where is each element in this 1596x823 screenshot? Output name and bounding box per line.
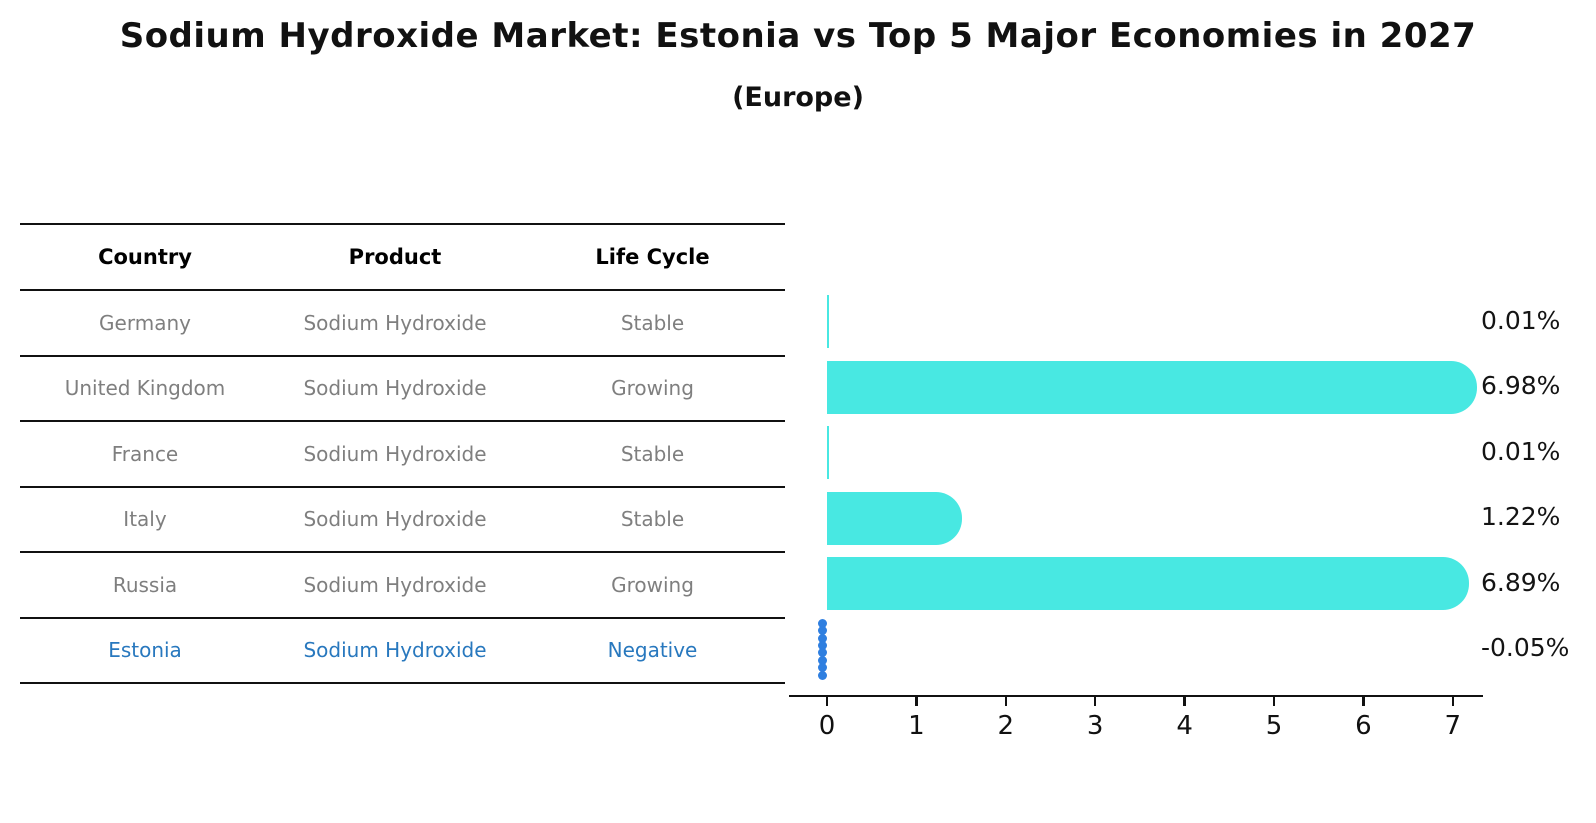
- bar: [827, 360, 1477, 414]
- column-header-country: Country: [98, 245, 192, 269]
- x-axis-line: [789, 694, 1483, 698]
- x-axis-tick: [825, 697, 829, 707]
- cell-product: Sodium Hydroxide: [303, 376, 487, 401]
- cell-country: Estonia: [108, 638, 182, 663]
- x-axis-tick-label: 5: [1265, 711, 1283, 741]
- table-row: France Sodium Hydroxide Stable: [20, 422, 785, 488]
- table-row: Russia Sodium Hydroxide Growing: [20, 553, 785, 619]
- table-row: Germany Sodium Hydroxide Stable: [20, 291, 785, 357]
- bar-value-label: 0.01%: [1481, 436, 1561, 466]
- cell-life-cycle: Negative: [607, 638, 698, 663]
- bar-value-label: 0.01%: [1481, 305, 1561, 335]
- x-axis-tick-label: 6: [1355, 711, 1372, 741]
- bar-value-label: 6.89%: [1481, 567, 1561, 597]
- marker-dot: [818, 633, 828, 643]
- column-header-life-cycle: Life Cycle: [595, 245, 710, 269]
- cell-product: Sodium Hydroxide: [303, 572, 487, 597]
- bar: [827, 557, 1469, 611]
- cell-product: Sodium Hydroxide: [303, 441, 487, 466]
- x-axis-tick: [1004, 697, 1008, 707]
- cell-product: Sodium Hydroxide: [303, 638, 487, 663]
- x-axis-tick: [1451, 697, 1455, 707]
- estonia-negative-marker: [818, 618, 828, 680]
- cell-product: Sodium Hydroxide: [303, 310, 487, 335]
- page-title: Sodium Hydroxide Market: Estonia vs Top …: [119, 16, 1477, 56]
- x-axis-tick: [1183, 697, 1186, 707]
- x-axis-tick-label: 1: [908, 711, 925, 741]
- country-table: Country Product Life Cycle Germany Sodiu…: [20, 223, 785, 684]
- cell-country: Russia: [112, 572, 178, 597]
- marker-dot: [818, 655, 828, 665]
- x-axis-tick: [1093, 697, 1097, 707]
- page-subtitle: (Europe): [732, 82, 864, 113]
- x-axis-tick: [1362, 697, 1365, 707]
- cell-country: United Kingdom: [64, 376, 226, 401]
- bar-value-label: -0.05%: [1481, 633, 1570, 663]
- x-axis-tick-label: 2: [997, 711, 1015, 741]
- cell-life-cycle: Stable: [620, 441, 685, 466]
- marker-dot: [818, 663, 828, 673]
- marker-dot: [818, 641, 828, 651]
- marker-dot: [818, 648, 828, 658]
- x-axis-tick-label: 3: [1086, 711, 1104, 741]
- marker-dot: [818, 618, 828, 628]
- cell-life-cycle: Growing: [611, 572, 694, 597]
- bar-value-label: 1.22%: [1481, 502, 1561, 532]
- table-row: United Kingdom Sodium Hydroxide Growing: [20, 357, 785, 422]
- cell-country: Germany: [99, 310, 191, 335]
- cell-life-cycle: Growing: [611, 376, 694, 401]
- cell-country: France: [111, 441, 179, 466]
- marker-dot: [818, 670, 828, 680]
- bar-value-label: 6.98%: [1481, 371, 1561, 401]
- table-row: Estonia Sodium Hydroxide Negative: [20, 619, 785, 684]
- x-axis-tick-label: 0: [818, 711, 836, 741]
- bar: [827, 426, 829, 480]
- x-axis-tick-label: 7: [1444, 711, 1462, 741]
- cell-product: Sodium Hydroxide: [303, 507, 487, 532]
- column-header-product: Product: [348, 245, 442, 269]
- bar: [827, 491, 963, 545]
- x-axis-tick: [1272, 697, 1276, 707]
- cell-life-cycle: Stable: [620, 310, 685, 335]
- table-header-row: Country Product Life Cycle: [20, 225, 785, 291]
- table-row: Italy Sodium Hydroxide Stable: [20, 488, 785, 553]
- x-axis-tick: [915, 697, 918, 707]
- bar: [827, 295, 829, 349]
- marker-dot: [818, 626, 828, 636]
- cell-life-cycle: Stable: [620, 507, 685, 532]
- x-axis-tick-label: 4: [1176, 711, 1193, 741]
- cell-country: Italy: [123, 507, 167, 532]
